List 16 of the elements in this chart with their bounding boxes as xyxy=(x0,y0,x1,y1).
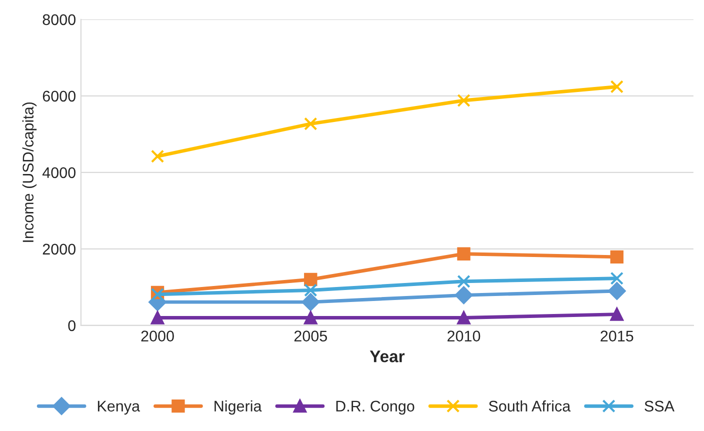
x-axis-title: Year xyxy=(370,350,405,362)
x-tick-label: 2000 xyxy=(141,330,174,342)
y-tick-label: 0 xyxy=(68,320,76,332)
legend-label: Kenya xyxy=(98,400,140,415)
legend-label: SSA xyxy=(644,400,674,412)
y-axis-title: Income (USD/capita) xyxy=(22,102,37,242)
x-tick-label: 2005 xyxy=(294,330,327,342)
x-tick-label: 2010 xyxy=(448,330,480,342)
legend-label: D.R. Congo xyxy=(336,400,414,415)
x-tick-label: 2015 xyxy=(600,330,634,342)
legend-label: Nigeria xyxy=(214,400,262,415)
legend-label: South Africa xyxy=(488,400,571,412)
y-tick-label: 2000 xyxy=(42,244,76,255)
y-tick-label: 8000 xyxy=(42,14,76,26)
y-tick-label: 6000 xyxy=(42,90,76,102)
y-tick-label: 4000 xyxy=(42,167,76,178)
